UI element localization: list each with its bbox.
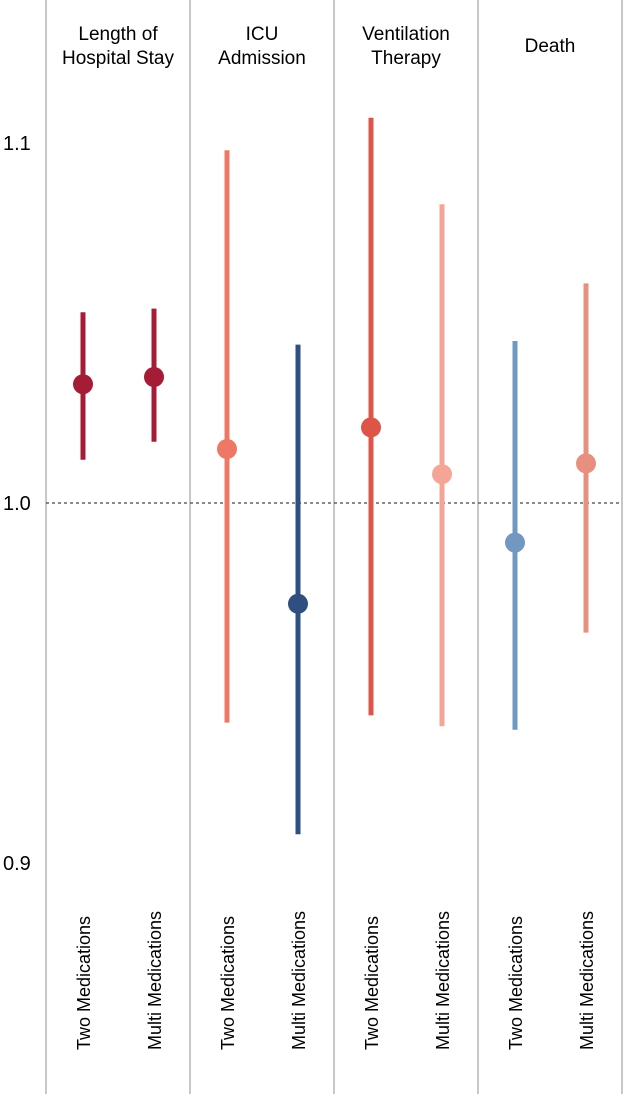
category-label: Two Medications	[506, 916, 526, 1050]
panel-title: Ventilation	[362, 24, 450, 45]
point-estimate	[361, 417, 381, 438]
category-label: Multi Medications	[433, 911, 453, 1050]
panel-title: Therapy	[371, 48, 441, 69]
panel-title: Admission	[218, 48, 306, 69]
category-label: Two Medications	[74, 916, 94, 1050]
y-tick-label: 1.0	[3, 493, 31, 515]
panel-title: Hospital Stay	[62, 48, 174, 69]
category-label: Multi Medications	[289, 911, 309, 1050]
panel-title: Death	[525, 36, 576, 57]
panel-title: Length of	[78, 24, 158, 45]
point-estimate	[576, 453, 596, 474]
point-estimate	[505, 532, 525, 553]
point-estimate	[73, 374, 93, 395]
point-estimate	[432, 464, 452, 485]
panel-title: ICU	[246, 24, 279, 45]
category-label: Multi Medications	[577, 911, 597, 1050]
point-estimate	[144, 367, 164, 387]
y-tick-label: 0.9	[3, 853, 31, 875]
category-label: Two Medications	[362, 916, 382, 1050]
y-tick-label: 1.1	[3, 133, 31, 155]
point-estimate	[288, 593, 308, 614]
point-estimate	[217, 439, 237, 459]
category-label: Multi Medications	[145, 911, 165, 1050]
category-label: Two Medications	[218, 916, 238, 1050]
